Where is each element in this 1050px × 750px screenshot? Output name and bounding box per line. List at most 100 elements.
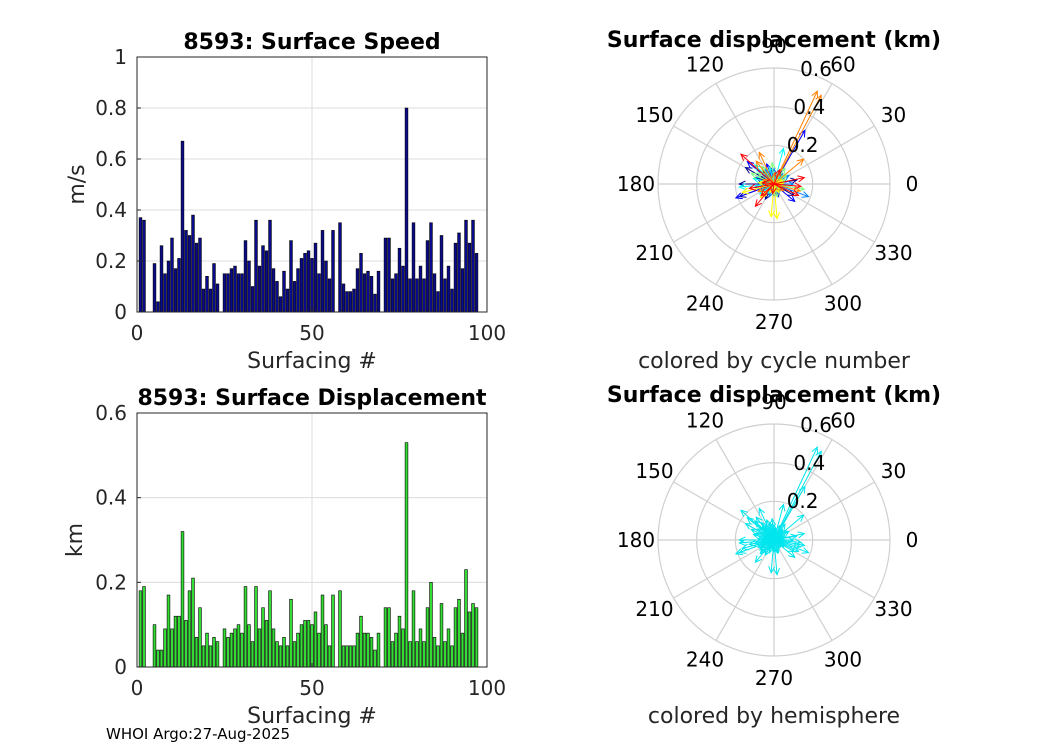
bar-0-77 — [408, 278, 412, 313]
bar-0-6 — [159, 245, 164, 313]
r-label-3-2: 0.6 — [800, 413, 832, 437]
bar-0-87 — [443, 278, 447, 313]
bar-1-92 — [460, 632, 465, 668]
bar-0-41 — [282, 270, 286, 313]
bar-0-5 — [156, 301, 160, 313]
vector-3-72 — [773, 524, 781, 541]
bar-0-40 — [278, 296, 283, 313]
bar-0-68 — [376, 270, 381, 313]
bar-1-81 — [422, 641, 426, 668]
bar-1-4 — [152, 624, 157, 668]
bar-0-72 — [390, 278, 395, 313]
xlabel-1: Surfacing # — [247, 704, 377, 729]
spoke-3-10 — [773, 539, 833, 641]
vector-2-73 — [740, 153, 775, 185]
bar-1-15 — [191, 577, 195, 668]
bar-0-34 — [257, 265, 262, 313]
bar-0-35 — [261, 245, 265, 313]
bar-1-46 — [299, 624, 304, 668]
chart-title-1: 8593: Surface Displacement — [137, 386, 487, 411]
bar-0-90 — [453, 242, 458, 313]
bar-1-43 — [289, 598, 293, 668]
theta-label-2-6: 180 — [617, 172, 655, 196]
r-label-2-0: 0.2 — [787, 133, 819, 157]
bar-0-65 — [366, 270, 370, 313]
bar-1-70 — [383, 607, 388, 668]
xtick-label-0-0: 0 — [131, 321, 144, 345]
bar-1-90 — [453, 607, 458, 668]
theta-label-3-2: 60 — [830, 408, 855, 432]
bar-1-38 — [271, 628, 276, 668]
bar-1-0 — [138, 590, 143, 668]
bar-0-64 — [362, 273, 367, 313]
bar-1-18 — [201, 645, 206, 668]
bar-1-66 — [369, 637, 374, 668]
bar-0-32 — [250, 286, 255, 313]
bar-0-18 — [201, 288, 206, 313]
theta-label-3-1: 30 — [881, 459, 906, 483]
vector-3-30 — [773, 503, 786, 541]
bar-1-22 — [215, 641, 220, 668]
bar-1-88 — [446, 628, 451, 668]
ytick-label-1-0: 0 — [114, 655, 127, 679]
bar-0-38 — [271, 268, 276, 313]
chart-title-0: 8593: Surface Speed — [183, 30, 440, 55]
bar-0-83 — [429, 222, 433, 313]
ytick-label-0-5: 1 — [114, 45, 127, 69]
xlabel-0: Surfacing # — [247, 349, 377, 374]
bar-1-42 — [285, 645, 290, 668]
bar-0-27 — [233, 265, 237, 313]
bar-1-47 — [303, 620, 307, 668]
spoke-2-7 — [673, 183, 775, 243]
bar-0-45 — [296, 268, 300, 313]
vector-2-27 — [773, 183, 810, 198]
bar-0-80 — [418, 265, 423, 313]
bar-0-53 — [324, 260, 328, 313]
theta-label-2-3: 90 — [761, 34, 786, 58]
bar-0-85 — [436, 291, 440, 313]
bar-1-29 — [240, 632, 244, 668]
xtick-label-1-1: 50 — [299, 676, 324, 700]
theta-label-3-8: 240 — [686, 648, 724, 672]
bar-1-64 — [362, 632, 367, 668]
spoke-2-8 — [715, 183, 775, 285]
bar-0-82 — [425, 240, 430, 313]
bar-1-30 — [243, 586, 248, 668]
ytick-label-0-1: 0.2 — [95, 249, 127, 273]
bar-1-40 — [278, 645, 283, 668]
bar-1-55 — [331, 594, 335, 668]
theta-label-2-1: 30 — [881, 103, 906, 127]
ytick-label-1-3: 0.6 — [95, 401, 127, 425]
bar-0-51 — [317, 273, 321, 313]
bar-1-63 — [359, 615, 363, 668]
bar-0-62 — [355, 268, 360, 313]
bar-1-50 — [313, 611, 318, 668]
bar-0-57 — [338, 222, 342, 313]
bar-1-39 — [275, 641, 279, 668]
vector-3-57 — [773, 446, 818, 541]
bar-1-59 — [345, 645, 349, 668]
bar-0-71 — [387, 237, 391, 313]
bar-0-30 — [243, 240, 248, 313]
vector-2-71 — [773, 175, 806, 185]
ytick-label-0-2: 0.4 — [95, 198, 127, 222]
spoke-3-1 — [773, 481, 875, 541]
bar-0-73 — [394, 273, 398, 313]
xtick-label-1-0: 0 — [131, 676, 144, 700]
bar-1-61 — [352, 645, 356, 668]
theta-label-3-4: 120 — [686, 408, 724, 432]
bar-0-13 — [184, 230, 188, 313]
vector-2-72 — [773, 168, 781, 185]
bar-0-7 — [163, 273, 167, 313]
ytick-label-0-0: 0 — [114, 300, 127, 324]
bar-0-9 — [170, 237, 174, 313]
ytick-label-1-1: 0.2 — [95, 570, 127, 594]
bar-0-63 — [359, 253, 363, 313]
vector-3-74 — [748, 539, 775, 547]
bar-0-8 — [166, 260, 171, 313]
bar-0-49 — [310, 258, 314, 313]
bar-1-91 — [457, 598, 461, 668]
spoke-2-10 — [773, 183, 833, 285]
spoke-2-4 — [715, 83, 775, 185]
